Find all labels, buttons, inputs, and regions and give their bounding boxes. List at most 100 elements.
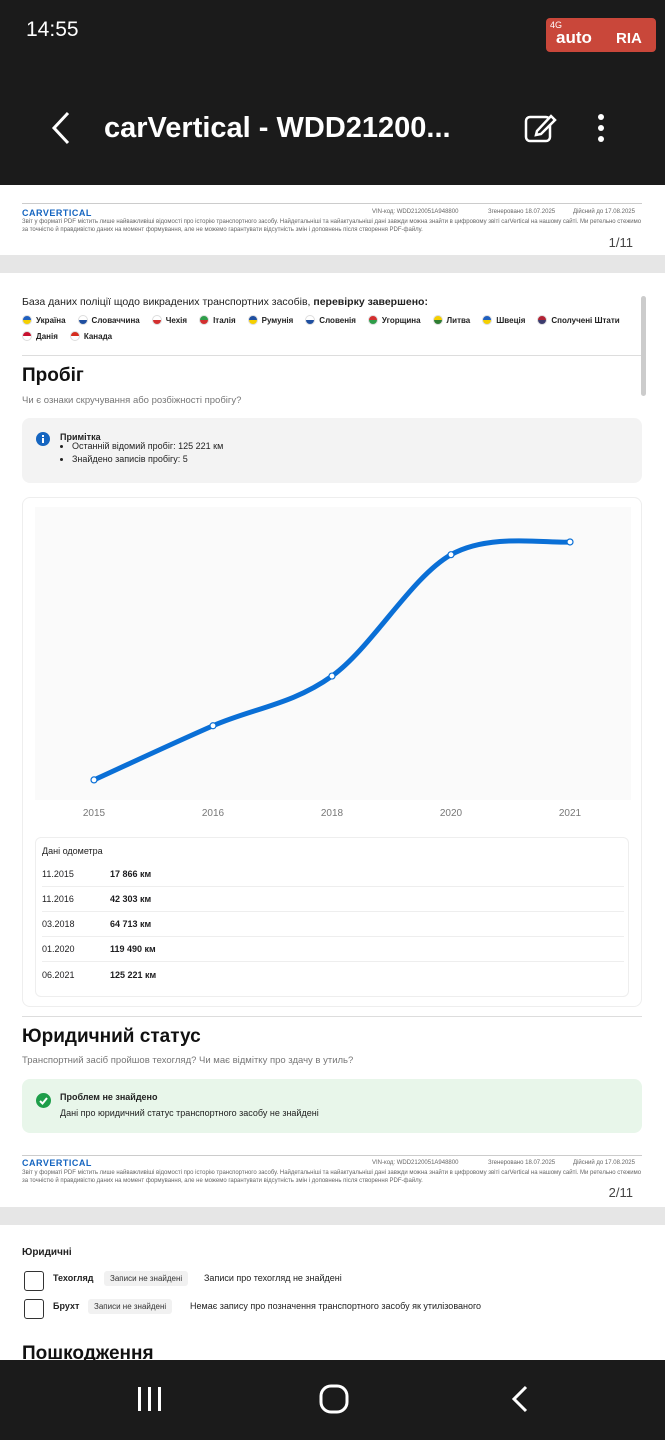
country-name: Сполучені Штати <box>551 315 620 325</box>
flag-icon <box>22 315 32 325</box>
police-text: База даних поліції щодо викрадених транс… <box>22 296 428 308</box>
scrollbar <box>641 296 646 396</box>
flag-icon <box>22 331 32 341</box>
country: Румунія <box>247 315 294 325</box>
menu-button[interactable] <box>594 112 608 146</box>
pdf-page: CARVERTICAL VIN-код: WDD2120051A948800 З… <box>0 185 665 255</box>
section-title: Пошкодження <box>22 1343 154 1360</box>
date: 01.2020 <box>42 944 75 954</box>
check-icon <box>36 1093 51 1108</box>
country-name: Швеція <box>496 315 526 325</box>
country-name: Італія <box>213 315 236 325</box>
row-icon <box>24 1299 44 1319</box>
flag-icon <box>151 315 162 325</box>
row-text: Немає запису про позначення транспортног… <box>190 1301 482 1311</box>
flag-icon <box>77 315 88 325</box>
x-tick-label: 2015 <box>83 808 106 819</box>
legal-result: Проблем не знайдено Дані про юридичний с… <box>22 1079 642 1133</box>
date: 03.2018 <box>42 919 75 929</box>
country-list: Україна Словаччина Чехія Італія Румунія Слове… <box>22 315 642 341</box>
system-bar: 14:55 4G auto RIA carVertical - WDD21200… <box>0 0 665 185</box>
logo: CARVERTICAL <box>22 1158 92 1168</box>
vin: VIN-код: WDD2120051A948800 <box>372 1160 459 1166</box>
result-title: Проблем не знайдено <box>60 1092 158 1102</box>
country: Словаччина <box>77 315 140 325</box>
vin: VIN-код: WDD2120051A948800 <box>372 209 459 215</box>
section-title: Юридичний статус <box>22 1026 201 1047</box>
country: Словенія <box>305 315 356 325</box>
badge: Записи не знайдені <box>104 1271 189 1286</box>
date: 06.2021 <box>42 969 75 980</box>
valid: Дійсний до 17.08.2025 <box>573 1160 635 1166</box>
mileage: 64 713 км <box>110 919 152 929</box>
rule <box>22 355 642 356</box>
country-name: Україна <box>36 315 66 325</box>
generated: Згенеровано 18.07.2025 <box>488 1160 556 1166</box>
country: Угорщина <box>367 315 421 325</box>
rule <box>22 1155 642 1156</box>
page-number: 2/11 <box>608 1185 633 1200</box>
country: Україна <box>22 315 66 325</box>
country-name: Чехія <box>165 315 188 325</box>
network: 4G <box>550 20 563 30</box>
info-icon <box>36 432 50 446</box>
country-name: Словенія <box>319 315 356 325</box>
x-tick-label: 2018 <box>321 808 344 819</box>
edit-button[interactable] <box>523 111 557 145</box>
flag-icon <box>537 315 548 325</box>
text: База даних поліції щодо викрадених транс… <box>22 296 314 308</box>
status: перевірку завершено: <box>313 296 428 308</box>
back-nav-button[interactable] <box>508 1384 532 1414</box>
recents-button[interactable] <box>135 1384 165 1414</box>
point <box>209 722 217 730</box>
flag-icon <box>367 315 378 325</box>
note-item: Останній відомий пробіг: 125 221 км <box>72 440 223 453</box>
pdf-page: Юридичні Техогляд Записи не знайдені Запис… <box>0 1225 665 1360</box>
country-name: Канада <box>83 331 113 341</box>
back-button[interactable] <box>48 110 74 146</box>
result-text: Дані про юридичний статус транспортного … <box>60 1108 319 1118</box>
flag-icon <box>199 315 210 325</box>
home-button[interactable] <box>318 1383 350 1415</box>
country-name: Словаччина <box>91 315 140 325</box>
title: carVertical - WDD21200... <box>104 112 451 144</box>
country-name: Литва <box>446 315 471 325</box>
row-icon <box>24 1271 44 1291</box>
mileage: 119 490 км <box>110 944 156 954</box>
note: Примітка Останній відомий пробіг: 125 22… <box>22 418 642 483</box>
page-number: 1/11 <box>608 235 633 250</box>
point <box>328 672 336 680</box>
table-title: Дані одометра <box>42 846 103 856</box>
date: 11.2015 <box>42 869 74 879</box>
rule <box>22 203 642 204</box>
brand2: RIA <box>616 30 642 47</box>
table-row: 11.2015 17 866 км <box>42 862 624 887</box>
flag-icon <box>247 315 258 325</box>
x-tick-label: 2020 <box>440 808 463 819</box>
badge: Записи не знайдені <box>88 1299 173 1314</box>
section-title: Пробіг <box>22 365 84 386</box>
date: 11.2016 <box>42 894 74 904</box>
country: Чехія <box>151 315 188 325</box>
country: Швеція <box>482 315 525 325</box>
country: Данія <box>22 331 58 341</box>
section-subtitle: Чи є ознаки скручування або розбіжності … <box>22 395 242 406</box>
table-row: 01.2020 119 490 км <box>42 937 624 962</box>
mileage: 125 221 км <box>110 969 157 980</box>
country-name: Данія <box>36 331 58 341</box>
nav-bar <box>0 1360 665 1440</box>
section-subtitle: Транспортний засіб пройшов техогляд? Чи … <box>22 1055 354 1066</box>
flag-icon <box>305 315 316 325</box>
mileage: 17 866 км <box>110 869 152 879</box>
clock: 14:55 <box>26 18 79 41</box>
row-text: Записи про техогляд не знайдені <box>204 1273 342 1283</box>
country: Італія <box>199 315 236 325</box>
table-row: 06.2021 125 221 км <box>42 962 624 987</box>
note-item: Знайдено записів пробігу: 5 <box>72 453 223 466</box>
row-label: Техогляд <box>53 1273 94 1283</box>
country-name: Румунія <box>261 315 294 325</box>
flag-icon <box>432 315 443 325</box>
logo: CARVERTICAL <box>22 208 92 218</box>
valid: Дійсний до 17.08.2025 <box>573 209 635 215</box>
